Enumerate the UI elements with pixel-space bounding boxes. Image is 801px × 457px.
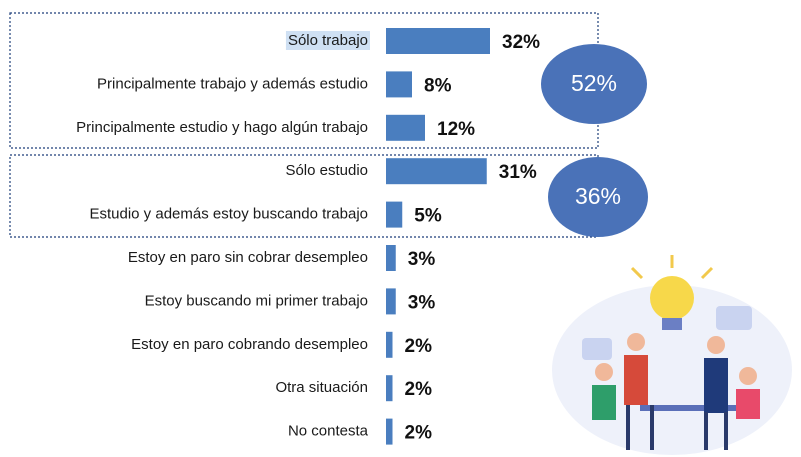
value-label: 3%: [408, 249, 436, 270]
bar: [386, 28, 490, 54]
group-total: 52%: [571, 70, 617, 96]
bar: [386, 288, 396, 315]
value-label: 32%: [502, 32, 540, 53]
category-label: Otra situación: [275, 379, 368, 396]
category-label: Principalmente estudio y hago algún trab…: [76, 119, 368, 136]
value-label: 31%: [499, 162, 537, 183]
bar: [386, 245, 396, 271]
group-total: 36%: [575, 183, 621, 209]
category-label: Estudio y además estoy buscando trabajo: [89, 206, 368, 223]
value-label: 3%: [408, 292, 436, 313]
category-label: Sólo trabajo: [288, 32, 368, 49]
category-label: Estoy en paro cobrando desempleo: [131, 336, 368, 353]
value-label: 2%: [405, 423, 433, 444]
value-label: 8%: [424, 75, 452, 96]
label-highlight: [285, 30, 370, 50]
group-bubble: [541, 44, 647, 124]
bar: [386, 331, 393, 358]
value-label: 2%: [405, 336, 433, 357]
group-bubble: [548, 157, 648, 237]
category-label: No contesta: [288, 423, 369, 440]
category-label: Sólo estudio: [285, 162, 368, 179]
value-label: 12%: [437, 119, 475, 140]
category-label: Principalmente trabajo y además estudio: [97, 75, 368, 92]
category-label: Estoy en paro sin cobrar desempleo: [128, 249, 368, 266]
bar: [386, 71, 412, 98]
bar: [386, 375, 393, 402]
value-label: 2%: [405, 379, 433, 400]
bar: [386, 114, 425, 141]
bar: [386, 158, 487, 185]
group-box: [9, 12, 599, 149]
value-label: 5%: [414, 206, 442, 227]
bar: [386, 418, 393, 445]
illustration: [552, 255, 792, 455]
category-label: Estoy buscando mi primer trabajo: [145, 292, 368, 309]
bar: [386, 201, 403, 228]
